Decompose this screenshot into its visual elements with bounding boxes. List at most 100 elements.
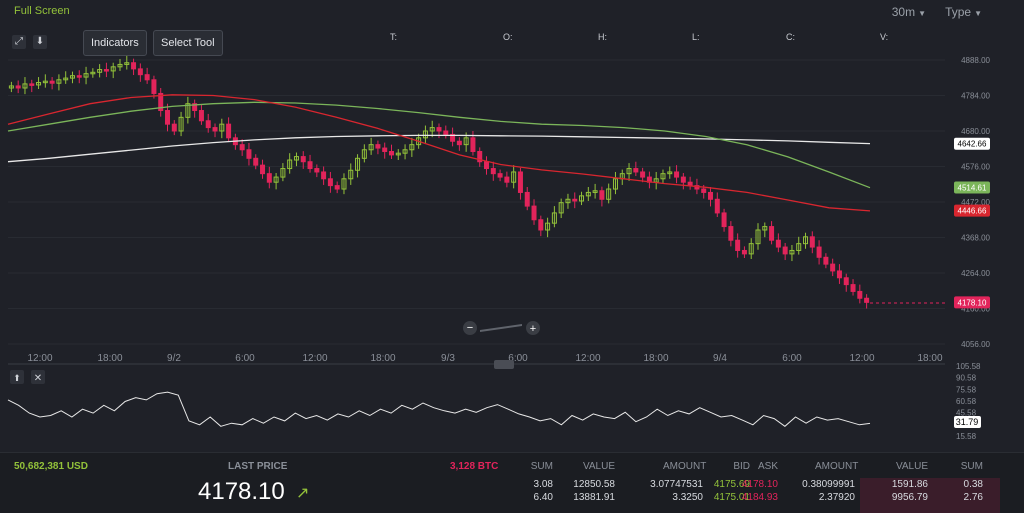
- time-tick-label: 6:00: [782, 353, 802, 364]
- candle-body: [775, 239, 781, 248]
- candle-body: [538, 219, 544, 231]
- volume-btc: 3,128 BTC: [450, 461, 499, 472]
- ohlc-high-label: H:: [598, 32, 607, 42]
- timeframe-select[interactable]: 30m ▼: [892, 5, 926, 19]
- oscillator-tag: [954, 416, 981, 428]
- orderbook-cell: 3.3250: [672, 492, 703, 503]
- oscillator-up-button[interactable]: [10, 370, 24, 384]
- candle-body: [212, 127, 218, 132]
- candle-body: [144, 74, 150, 81]
- candle-body: [266, 173, 272, 183]
- candle-body: [260, 164, 266, 175]
- oscillator-close-button[interactable]: [31, 370, 45, 384]
- candle-body: [477, 150, 483, 163]
- ohlc-low-label: L:: [692, 32, 700, 42]
- candle-body: [436, 127, 442, 132]
- price-tag: [954, 296, 990, 309]
- orderbook-header: VALUE: [895, 461, 928, 472]
- chart-type-select[interactable]: Type ▼: [945, 5, 982, 19]
- candle-body: [551, 212, 557, 224]
- orderbook-cell: 4175.01: [713, 492, 750, 503]
- candle-body: [124, 62, 130, 65]
- candle-body: [198, 110, 204, 122]
- candle-body: [375, 144, 381, 149]
- orderbook-cell: 0.38099991: [802, 479, 855, 490]
- price-chart[interactable]: 4888.00 4784.00 4680.00 4576.00 4472.00 4368.…: [0, 0, 1024, 452]
- expand-icon[interactable]: ⤢: [12, 35, 26, 49]
- candle-body: [402, 149, 408, 154]
- candle-body: [171, 123, 177, 132]
- candle-body: [714, 198, 720, 214]
- candle-body: [76, 75, 82, 78]
- close-icon: ✕: [34, 373, 42, 384]
- candle-body: [592, 190, 598, 193]
- candle-body: [836, 270, 842, 279]
- candle-body: [463, 137, 469, 146]
- plus-icon: +: [530, 323, 536, 335]
- candle-body: [687, 181, 693, 187]
- ticker-panel: 50,682,381 USD LAST PRICE 4178.10 ↗ 3,12…: [0, 452, 1024, 513]
- arrow-down-icon[interactable]: ⬇: [33, 35, 47, 49]
- candle-body: [762, 226, 768, 231]
- pane-resize-handle[interactable]: [494, 360, 514, 369]
- chart-type-label: Type: [945, 5, 972, 19]
- candle-body: [83, 73, 89, 78]
- candle-body: [850, 284, 856, 292]
- candle-body: [721, 212, 727, 228]
- select-tool-button[interactable]: Select Tool: [153, 30, 223, 56]
- candle-body: [612, 178, 618, 190]
- top-bar: Full Screen 30m ▼ Type ▼: [0, 0, 1024, 24]
- orderbook-cell: 4175.69: [713, 479, 750, 490]
- candle-body: [789, 249, 795, 255]
- ohlc-close-label: C:: [786, 32, 795, 42]
- candle-body: [103, 69, 109, 72]
- candle-body: [388, 150, 394, 156]
- orderbook-cell: 4178.10: [741, 479, 778, 490]
- zoom-slider[interactable]: [480, 324, 522, 332]
- candle-body: [599, 190, 605, 200]
- candle-body: [280, 168, 286, 178]
- candle-body: [579, 195, 585, 202]
- full-screen-link[interactable]: Full Screen: [14, 5, 70, 17]
- zoom-control: − +: [463, 321, 540, 335]
- oscillator-pane: ⬆ ✕ 105.5890.5875.5860.5845.5830.5815.58…: [7, 362, 981, 441]
- candle-body: [769, 226, 775, 241]
- time-tick-label: 12:00: [849, 353, 874, 364]
- candle-body: [558, 202, 564, 214]
- candle-body: [470, 137, 476, 152]
- ma-white-line: [7, 134, 871, 163]
- candle-body: [97, 69, 103, 73]
- candle-body: [22, 83, 28, 89]
- time-tick-label: 18:00: [370, 353, 395, 364]
- candle-body: [809, 236, 815, 248]
- ask-depth-bar: [860, 478, 1000, 513]
- candle-body: [205, 120, 211, 129]
- price-tag: [954, 181, 990, 194]
- minus-icon: −: [467, 322, 473, 334]
- time-tick-label: 18:00: [97, 353, 122, 364]
- zoom-in-button[interactable]: [526, 321, 540, 335]
- candle-body: [90, 71, 96, 75]
- candle-body: [667, 171, 673, 175]
- candle-body: [626, 168, 632, 175]
- candle-body: [640, 171, 646, 178]
- candle-body: [585, 191, 591, 197]
- candle-body: [422, 130, 428, 139]
- candle-body: [864, 297, 870, 303]
- last-price-label: LAST PRICE: [228, 461, 288, 472]
- indicators-button[interactable]: Indicators: [83, 30, 147, 56]
- volume-usd: 50,682,381 USD: [14, 461, 88, 472]
- time-tick-label: 12:00: [575, 353, 600, 364]
- price-tag-value: 4514.61: [958, 183, 987, 192]
- arrow-up-icon: ⬆: [13, 373, 21, 383]
- candle-body: [456, 140, 462, 146]
- candle-body: [29, 83, 35, 86]
- orderbook-cell: 4184.93: [741, 492, 778, 503]
- price-tick-label: 4680.00: [961, 127, 990, 136]
- zoom-out-button[interactable]: [463, 321, 477, 335]
- time-tick-label: 12:00: [27, 353, 52, 364]
- orderbook-header: SUM: [530, 461, 553, 472]
- candle-body: [796, 243, 802, 251]
- candle-body: [15, 85, 21, 89]
- price-tag-value: 4178.10: [958, 298, 987, 307]
